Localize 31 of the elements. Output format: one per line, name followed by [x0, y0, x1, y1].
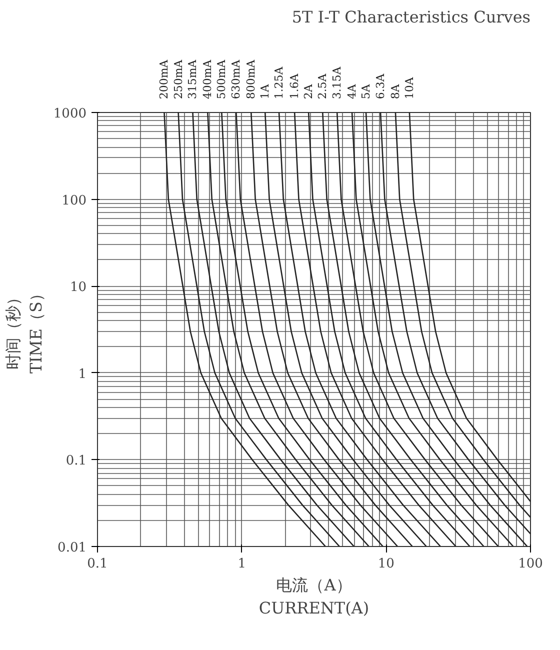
x-tick-label: 0.1 [87, 556, 108, 572]
x-axis-title: 电流（A） CURRENT(A) [258, 576, 370, 618]
y-axis-title: 时间（秒） TIME（S） [4, 285, 46, 374]
y-tick-label: 1000 [53, 106, 87, 122]
text: 200mA [158, 58, 171, 100]
text: 5A [360, 83, 373, 100]
text: 400mA [201, 58, 214, 100]
text: 500mA [215, 58, 228, 100]
text: 8A [388, 83, 402, 100]
x-tick-label: 1 [238, 556, 246, 572]
text: 3.15A [330, 66, 344, 100]
text: 1A [258, 83, 272, 100]
y-tick-label: 10 [70, 280, 87, 296]
text: 4A [346, 83, 359, 100]
y-tick-label: 1 [78, 366, 87, 382]
text: 1.6A [288, 72, 302, 100]
text: 6.3A [374, 72, 388, 100]
text: 2.5A [316, 72, 330, 100]
text: 10A [402, 76, 416, 100]
y-tick-label: 0.1 [66, 454, 87, 469]
text: 2A [302, 83, 316, 100]
x-tick-label: 10 [378, 556, 394, 572]
chart-title: 5T I-T Characteristics Curves [292, 8, 531, 26]
text: 800mA [244, 58, 258, 100]
text: 250mA [172, 58, 185, 100]
y-tick-label: 0.01 [58, 540, 87, 556]
text: 1.25A [272, 66, 286, 100]
text: 315mA [186, 58, 200, 100]
y-tick-label: 100 [62, 193, 87, 208]
text: 630mA [230, 58, 243, 100]
x-tick-label: 100 [518, 556, 543, 572]
